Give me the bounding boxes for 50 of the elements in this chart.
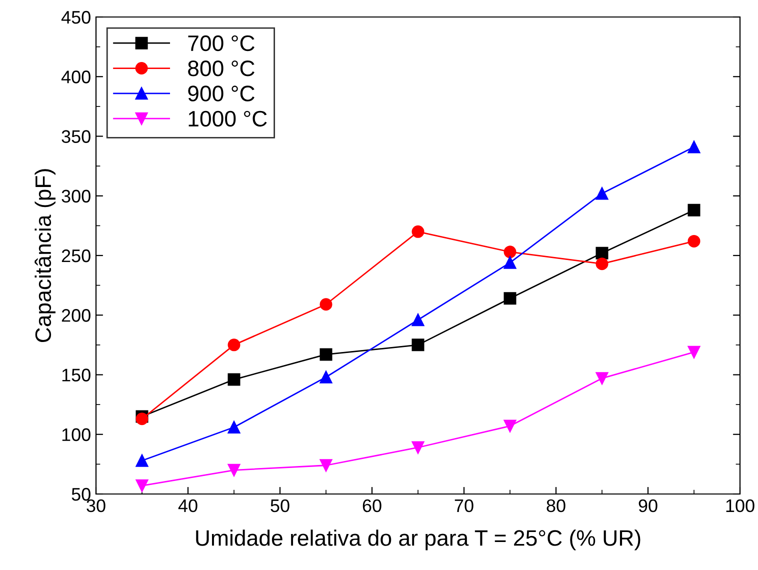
point: [228, 420, 240, 434]
point: [412, 441, 424, 454]
point: [504, 420, 516, 432]
x-tick-label: 30: [86, 499, 106, 512]
y-axis-title: Capacitância (pF): [34, 169, 56, 342]
point: [320, 348, 332, 361]
x-axis-title: Umidade relativa do ar para T = 25°C (% UR): [196, 530, 640, 550]
point: [688, 204, 700, 216]
point: [320, 298, 332, 311]
x-tick-label: 40: [178, 499, 198, 512]
legend-label: 1000 °C: [188, 110, 267, 127]
point: [136, 412, 148, 426]
point: [136, 479, 148, 492]
y-tick-label: 350: [62, 130, 90, 143]
point: [136, 454, 148, 467]
point: [504, 246, 516, 258]
point: [228, 338, 240, 352]
y-tick-label: 150: [62, 368, 90, 382]
legend-label: 700 °C: [188, 35, 254, 52]
point: [688, 234, 700, 248]
point: [320, 459, 332, 472]
point: [688, 346, 700, 358]
point: [596, 246, 608, 260]
y-tick-label: 50: [72, 488, 90, 501]
point: [320, 370, 332, 384]
point: [412, 314, 424, 326]
x-tick-label: 70: [454, 499, 474, 512]
point: [596, 372, 608, 385]
y-tick-label: 400: [61, 70, 90, 84]
point: [504, 256, 516, 269]
point: [228, 373, 240, 386]
x-tick-label: 50: [270, 499, 290, 512]
y-tick-label: 200: [62, 309, 90, 322]
y-tick-label: 100: [62, 428, 90, 442]
x-tick-label: 100: [726, 499, 754, 512]
point: [504, 292, 516, 305]
point: [688, 140, 700, 154]
point: [596, 187, 608, 200]
x-tick-label: 90: [638, 499, 658, 512]
legend-label: 800 °C: [188, 60, 254, 76]
point: [412, 338, 424, 352]
x-tick-label: 60: [362, 499, 382, 512]
y-tick-label: 450: [61, 10, 90, 24]
y-tick-label: 250: [62, 249, 90, 262]
point: [596, 258, 608, 270]
x-tick-label: 80: [546, 499, 566, 512]
point: [412, 225, 424, 238]
legend-label: 900 °C: [188, 86, 254, 102]
y-tick-label: 300: [62, 190, 90, 203]
point: [228, 464, 240, 476]
